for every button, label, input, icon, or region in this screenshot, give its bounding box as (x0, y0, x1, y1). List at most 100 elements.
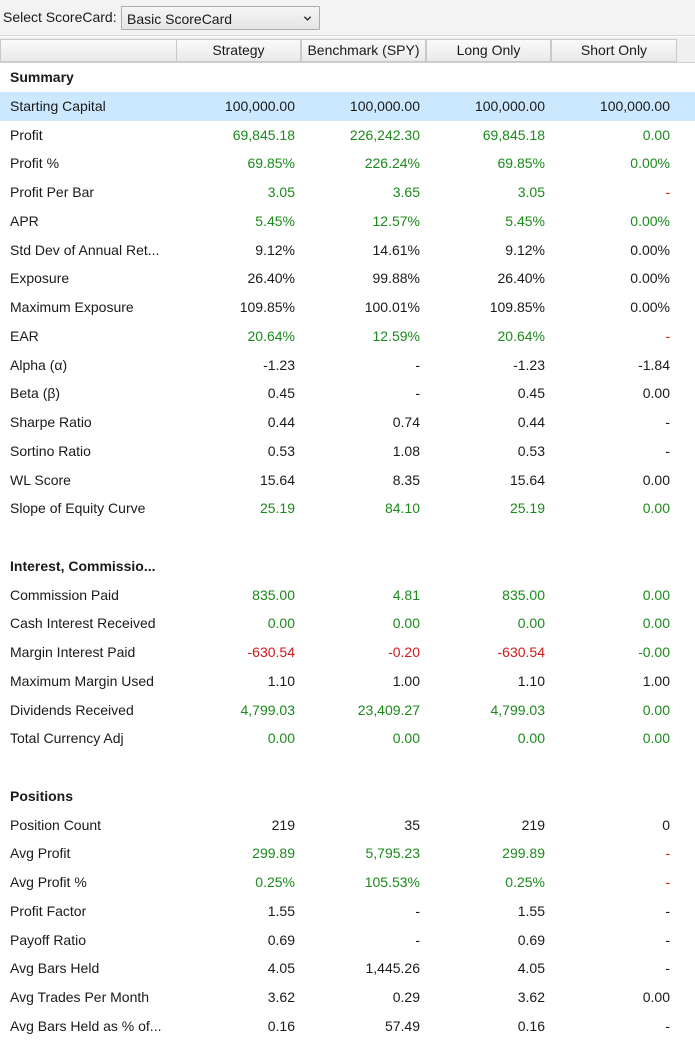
metric-name: Slope of Equity Curve (10, 500, 146, 517)
metric-row[interactable]: Profit Per Bar 3.05 3.65 3.05 - (0, 178, 695, 207)
metric-row[interactable]: Slope of Equity Curve 25.19 84.10 25.19 0.00 (0, 494, 695, 523)
metric-row[interactable]: Sortino Ratio 0.53 1.08 0.53 - (0, 437, 695, 466)
metric-row[interactable]: Starting Capital 100,000.00 100,000.00 100,… (0, 91, 695, 121)
benchmark-value: 1.08 (392, 442, 420, 459)
strategy-value: 0.69 (267, 931, 295, 948)
metric-row[interactable]: Beta (β) 0.45 - 0.45 0.00 (0, 379, 695, 408)
short-only-value: 0 (662, 816, 670, 833)
metric-row[interactable]: Total Currency Adj 0.00 0.00 0.00 0.00 (0, 724, 695, 753)
metric-row[interactable]: Maximum Exposure 109.85% 100.01% 109.85% 0.0… (0, 293, 695, 322)
strategy-value: 5.45% (255, 212, 295, 229)
short-only-value: 0.00 (642, 730, 670, 747)
metric-row[interactable]: Margin Interest Paid -630.54 -0.20 -630.54 -… (0, 638, 695, 667)
benchmark-value: 3.65 (392, 184, 420, 200)
benchmark-value: 0.00 (392, 615, 420, 632)
short-only-value: 0.00 (642, 615, 670, 632)
long-only-value: 1.55 (517, 902, 545, 919)
benchmark-value: -0.20 (388, 644, 420, 660)
benchmark-value: 84.10 (384, 500, 420, 517)
metric-name: Alpha (α) (10, 356, 68, 373)
benchmark-value: - (415, 356, 420, 373)
metric-row[interactable]: Alpha (α) -1.23 - -1.23 -1.84 (0, 351, 695, 380)
metric-name: Commission Paid (10, 586, 119, 603)
benchmark-value: 105.53% (364, 874, 420, 890)
short-only-value: - (665, 414, 670, 430)
strategy-value: 299.89 (252, 845, 295, 862)
metric-name: Profit (10, 126, 43, 143)
section-header: Interest, Commissio... (0, 552, 695, 581)
metric-row[interactable]: WL Score 15.64 8.35 15.64 0.00 (0, 466, 695, 495)
metric-name: Position Count (10, 816, 102, 833)
metric-name: Dividends Received (10, 701, 134, 718)
metric-name: Avg Bars Held as % of... (10, 1017, 162, 1034)
metric-name: Beta (β) (10, 385, 61, 402)
metric-name: Profit % (10, 155, 60, 172)
metric-name: EAR (10, 327, 39, 344)
metric-row[interactable]: Payoff Ratio 0.69 - 0.69 - (0, 926, 695, 955)
section-header: Positions (0, 782, 695, 811)
benchmark-value: 1,445.26 (365, 960, 421, 977)
strategy-value: 4,799.03 (240, 701, 296, 718)
long-only-value: 0.53 (517, 442, 545, 459)
column-header-long-only[interactable]: Long Only (426, 39, 551, 62)
scorecard-grid: Summary Starting Capital 100,000.00 100,000… (0, 63, 695, 1041)
long-only-value: 15.64 (509, 471, 545, 488)
metric-row[interactable]: Cash Interest Received 0.00 0.00 0.00 0.00 (0, 609, 695, 638)
long-only-value: 3.62 (517, 989, 545, 1005)
metric-name: Sortino Ratio (10, 442, 91, 459)
metric-row[interactable]: EAR 20.64% 12.59% 20.64% - (0, 322, 695, 351)
column-header-row: Strategy Benchmark (SPY) Long Only Short… (0, 37, 695, 63)
short-only-value: - (665, 874, 670, 890)
section-title: Interest, Commissio... (10, 557, 156, 574)
scorecard-toolbar: Select ScoreCard: Basic ScoreCard (0, 0, 695, 36)
metric-row[interactable]: Avg Profit 299.89 5,795.23 299.89 - (0, 839, 695, 868)
strategy-value: 219 (271, 816, 295, 833)
section-title: Positions (10, 787, 74, 804)
strategy-value: 835.00 (252, 586, 295, 603)
strategy-value: 0.44 (267, 414, 295, 430)
metric-row[interactable]: Commission Paid 835.00 4.81 835.00 0.00 (0, 581, 695, 610)
metric-row[interactable]: Exposure 26.40% 99.88% 26.40% 0.00% (0, 264, 695, 293)
metric-row[interactable]: Position Count 219 35 219 0 (0, 811, 695, 840)
long-only-value: 109.85% (489, 299, 545, 315)
metric-row[interactable]: Avg Profit % 0.25% 105.53% 0.25% - (0, 868, 695, 897)
metric-name: Starting Capital (10, 97, 106, 114)
short-only-value: 0.00 (642, 989, 670, 1005)
scorecard-dropdown[interactable]: Basic ScoreCard (121, 6, 320, 30)
metric-row[interactable]: Std Dev of Annual Ret... 9.12% 14.61% 9.12%… (0, 236, 695, 265)
column-header-metric[interactable] (0, 39, 177, 62)
metric-row[interactable]: Maximum Margin Used 1.10 1.00 1.10 1.00 (0, 667, 695, 696)
short-only-value: 0.00% (630, 212, 670, 229)
metric-row[interactable]: Sharpe Ratio 0.44 0.74 0.44 - (0, 408, 695, 437)
strategy-value: 0.53 (267, 442, 295, 459)
long-only-value: 0.00 (517, 730, 545, 747)
metric-row[interactable]: Dividends Received 4,799.03 23,409.27 4,799… (0, 696, 695, 725)
metric-row[interactable]: APR 5.45% 12.57% 5.45% 0.00% (0, 207, 695, 236)
strategy-value: 0.16 (267, 1017, 295, 1034)
strategy-value: 0.00 (267, 615, 295, 632)
chevron-down-icon (303, 16, 312, 21)
metric-row[interactable]: Avg Trades Per Month 3.62 0.29 3.62 0.00 (0, 983, 695, 1012)
metric-row[interactable]: Avg Bars Held 4.05 1,445.26 4.05 - (0, 954, 695, 983)
benchmark-value: 226.24% (364, 155, 420, 172)
benchmark-value: 5,795.23 (365, 845, 421, 862)
long-only-value: 299.89 (502, 845, 545, 862)
strategy-value: -1.23 (263, 356, 295, 373)
strategy-value: 109.85% (239, 299, 295, 315)
column-header-strategy[interactable]: Strategy (176, 39, 301, 62)
metric-row[interactable]: Profit 69,845.18 226,242.30 69,845.18 0.00 (0, 121, 695, 150)
benchmark-value: 12.59% (372, 327, 420, 344)
benchmark-value: - (415, 385, 420, 402)
metric-row[interactable]: Avg Bars Held as % of... 0.16 57.49 0.16 - (0, 1012, 695, 1041)
column-header-benchmark[interactable]: Benchmark (SPY) (301, 39, 426, 62)
strategy-value: 0.45 (267, 385, 295, 402)
short-only-value: 0.00 (642, 471, 670, 488)
metric-row[interactable]: Profit % 69.85% 226.24% 69.85% 0.00% (0, 149, 695, 178)
short-only-value: 100,000.00 (599, 97, 670, 114)
benchmark-value: 99.88% (372, 270, 420, 287)
column-header-short-only[interactable]: Short Only (551, 39, 677, 62)
long-only-value: 3.05 (517, 184, 545, 200)
short-only-value: - (665, 960, 670, 977)
metric-row[interactable]: Profit Factor 1.55 - 1.55 - (0, 897, 695, 926)
section-title: Summary (10, 69, 74, 85)
